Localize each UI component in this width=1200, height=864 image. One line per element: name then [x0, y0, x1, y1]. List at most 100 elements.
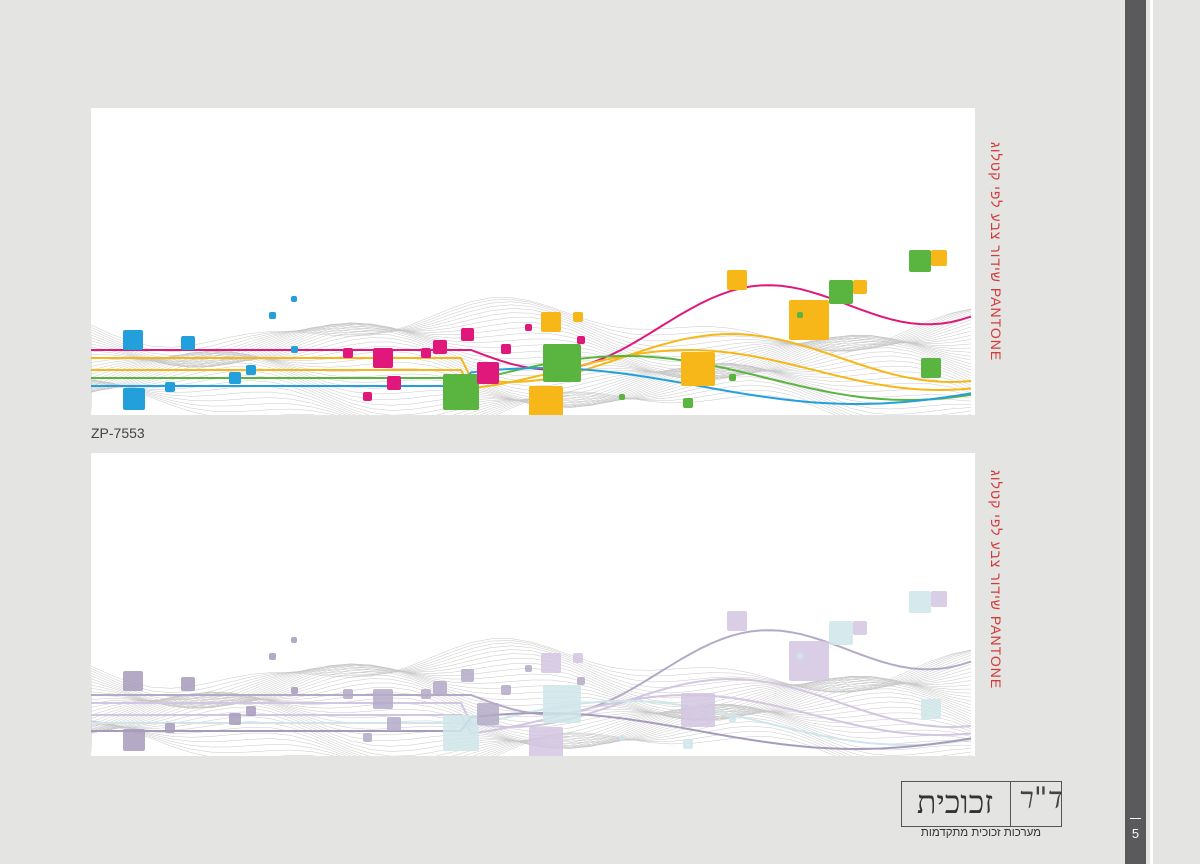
- wave-artwork-colored: [91, 250, 972, 415]
- decorative-square: [829, 621, 853, 645]
- design-image-zp-7553: [91, 108, 975, 415]
- decorative-square: [541, 312, 561, 332]
- decorative-square: [501, 685, 511, 695]
- decorative-square: [681, 693, 715, 727]
- decorative-square: [577, 677, 585, 685]
- decorative-square: [181, 677, 195, 691]
- wave-line: [91, 714, 972, 756]
- decorative-square: [477, 362, 499, 384]
- decorative-square: [797, 653, 803, 659]
- decorative-square: [573, 653, 583, 663]
- decorative-square: [123, 388, 145, 410]
- decorative-square: [269, 653, 276, 660]
- decorative-square: [683, 739, 693, 749]
- company-logo: זכוכית ד"ר מערכות זכוכית מתקדמות: [901, 781, 1071, 841]
- wave-line: [91, 380, 841, 415]
- decorative-square: [683, 398, 693, 408]
- decorative-square: [443, 715, 479, 751]
- decorative-square: [577, 336, 585, 344]
- wave-line: [91, 700, 972, 749]
- decorative-square: [921, 358, 941, 378]
- wave-line: [91, 316, 972, 366]
- decorative-square: [291, 637, 297, 643]
- wave-artwork-muted: [91, 591, 972, 756]
- decorative-square: [501, 344, 511, 354]
- wave-line: [91, 350, 972, 404]
- decorative-square: [529, 727, 563, 756]
- wave-line: [91, 333, 972, 380]
- decorative-square: [789, 641, 829, 681]
- decorative-square: [931, 250, 947, 266]
- page-number: 5: [1131, 826, 1140, 841]
- design-image-muted: [91, 453, 975, 756]
- wave-line: [91, 308, 972, 362]
- page-sidebar: [1125, 0, 1146, 864]
- decorative-square: [387, 376, 401, 390]
- decorative-square: [373, 689, 393, 709]
- decorative-square: [343, 689, 353, 699]
- decorative-square: [619, 394, 625, 400]
- decorative-square: [525, 324, 532, 331]
- logo-word: זכוכית: [916, 783, 994, 821]
- wave-line: [91, 717, 972, 756]
- decorative-square: [461, 669, 474, 682]
- decorative-square: [477, 703, 499, 725]
- logo-tagline: מערכות זכוכית מתקדמות: [920, 827, 1042, 839]
- decorative-square: [123, 729, 145, 751]
- decorative-square: [853, 280, 867, 294]
- decorative-square: [931, 591, 947, 607]
- decorative-square: [291, 687, 298, 694]
- wave-line: [91, 657, 972, 707]
- wave-line: [91, 723, 836, 756]
- decorative-square: [229, 713, 241, 725]
- color-wave-line: [91, 711, 972, 750]
- decorative-square: [541, 653, 561, 673]
- wave-line: [91, 338, 972, 391]
- decorative-square: [246, 706, 256, 716]
- decorative-square: [681, 352, 715, 386]
- decorative-square: [727, 611, 747, 631]
- decorative-square: [165, 723, 175, 733]
- wave-line: [91, 645, 972, 700]
- decorative-square: [443, 374, 479, 410]
- decorative-square: [246, 365, 256, 375]
- decorative-square: [543, 344, 581, 382]
- wave-line: [91, 642, 972, 697]
- wave-line: [91, 382, 836, 415]
- decorative-square: [373, 348, 393, 368]
- decorative-square: [789, 300, 829, 340]
- wave-line: [91, 373, 972, 415]
- decorative-square: [727, 270, 747, 290]
- wave-line: [91, 720, 972, 756]
- logo-mark: ד"ר: [1019, 781, 1064, 816]
- decorative-square: [543, 685, 581, 723]
- wave-line: [91, 304, 972, 359]
- wave-line: [91, 674, 972, 721]
- decorative-square: [729, 715, 736, 722]
- decorative-square: [387, 717, 401, 731]
- decorative-square: [363, 733, 372, 742]
- decorative-square: [433, 340, 447, 354]
- decorative-square: [363, 392, 372, 401]
- logo-box: [901, 781, 1011, 827]
- wave-line: [91, 376, 972, 415]
- decorative-square: [123, 330, 143, 350]
- wave-line: [91, 327, 972, 380]
- decorative-square: [343, 348, 353, 358]
- decorative-square: [433, 681, 447, 695]
- logo-box-mark: [1009, 781, 1062, 827]
- decorative-square: [909, 250, 931, 272]
- decorative-square: [619, 735, 625, 741]
- decorative-square: [291, 296, 297, 302]
- decorative-square: [421, 348, 431, 358]
- wave-line: [91, 301, 972, 356]
- decorative-square: [461, 328, 474, 341]
- decorative-square: [797, 312, 803, 318]
- color-wave-line: [91, 366, 972, 405]
- decorative-square: [421, 689, 431, 699]
- decorative-square: [525, 665, 532, 672]
- wave-line: [91, 691, 972, 745]
- wave-line: [91, 379, 972, 415]
- pantone-note: שידור צבע לפי קטלוג PANTONE: [988, 142, 1004, 362]
- decorative-square: [181, 336, 195, 350]
